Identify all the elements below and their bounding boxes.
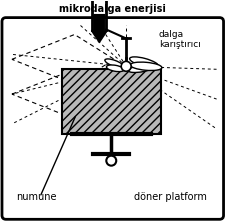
Text: numune: numune: [16, 192, 56, 202]
Text: dalga
karıştırıcı: dalga karıştırıcı: [159, 30, 201, 49]
FancyArrow shape: [91, 15, 107, 43]
Ellipse shape: [106, 65, 124, 72]
FancyBboxPatch shape: [2, 18, 224, 219]
Ellipse shape: [130, 57, 158, 68]
Circle shape: [121, 61, 131, 71]
Bar: [62, 69, 161, 134]
Ellipse shape: [128, 64, 156, 73]
Circle shape: [106, 156, 116, 166]
Text: mikrodalga enerjisi: mikrodalga enerjisi: [59, 4, 166, 14]
Ellipse shape: [130, 62, 162, 71]
Ellipse shape: [105, 59, 124, 68]
Text: döner platform: döner platform: [134, 192, 207, 202]
